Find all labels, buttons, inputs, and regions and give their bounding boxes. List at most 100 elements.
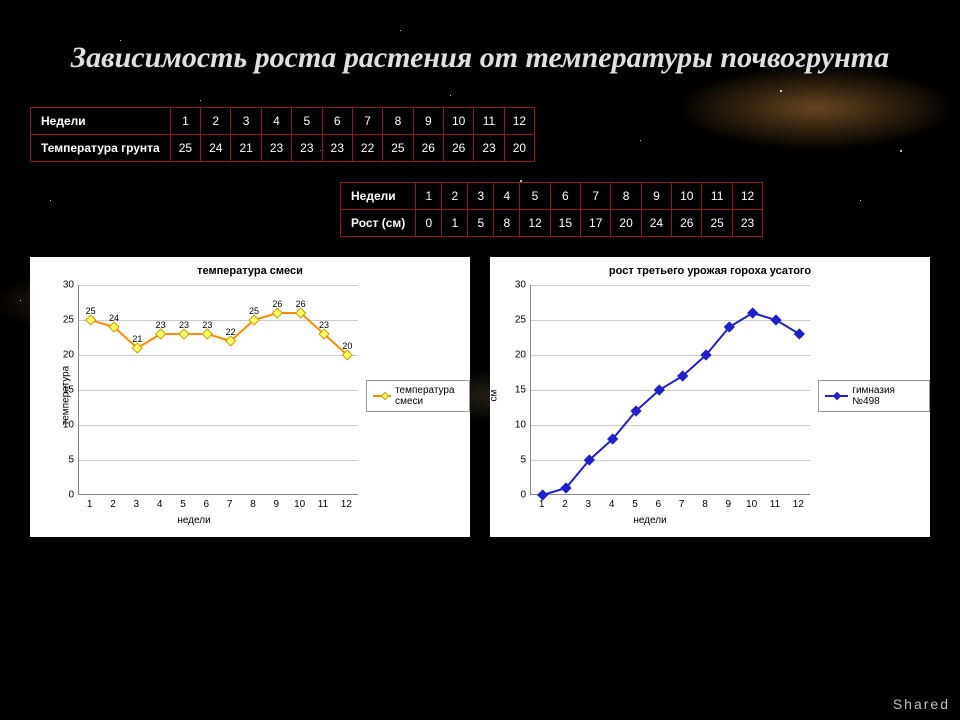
y-axis-title: см (488, 390, 499, 402)
x-tick-label: 3 (134, 499, 140, 510)
x-tick-label: 7 (227, 499, 233, 510)
table-cell: 0 (416, 210, 442, 237)
x-tick-label: 7 (679, 499, 685, 510)
data-point-label: 23 (156, 320, 166, 330)
table-cell: 6 (322, 108, 352, 135)
chart-title: рост третьего урожая гороха усатого (490, 257, 930, 277)
table-growth: Недели123456789101112Рост (см)0158121517… (340, 182, 960, 237)
x-tick-label: 3 (586, 499, 592, 510)
y-tick-label: 30 (506, 280, 526, 291)
table-cell: 24 (201, 135, 231, 162)
data-point-label: 23 (319, 320, 329, 330)
x-tick-label: 4 (157, 499, 163, 510)
x-tick-label: 9 (726, 499, 732, 510)
table-cell: 12 (732, 183, 762, 210)
y-tick-label: 5 (54, 455, 74, 466)
x-tick-label: 10 (746, 499, 757, 510)
table-cell: 8 (494, 210, 520, 237)
table-cell: 20 (504, 135, 534, 162)
table-cell: 2 (442, 183, 468, 210)
chart-temperature: температура смеси25242123232322252626232… (30, 257, 470, 537)
x-tick-label: 1 (539, 499, 545, 510)
y-tick-label: 25 (506, 315, 526, 326)
data-point-label: 26 (272, 299, 282, 309)
table-cell: 7 (581, 183, 611, 210)
data-point-label: 26 (296, 299, 306, 309)
table-cell: 1 (442, 210, 468, 237)
table-cell: 17 (581, 210, 611, 237)
page-title: Зависимость роста растения от температур… (0, 0, 960, 77)
y-tick-label: 30 (54, 280, 74, 291)
x-tick-label: 2 (110, 499, 116, 510)
data-point-label: 24 (109, 313, 119, 323)
data-point-label: 25 (249, 306, 259, 316)
data-point-label: 22 (226, 327, 236, 337)
table-cell: 21 (231, 135, 261, 162)
table-row-label: Рост (см) (341, 210, 416, 237)
x-tick-label: 10 (294, 499, 305, 510)
x-tick-label: 4 (609, 499, 615, 510)
table-cell: 11 (702, 183, 732, 210)
legend-label: гимназия №498 (852, 385, 923, 407)
table-cell: 26 (672, 210, 702, 237)
table-cell: 15 (550, 210, 580, 237)
x-tick-label: 11 (770, 499, 780, 510)
legend-label: температура смеси (395, 385, 463, 407)
x-axis-title: недели (30, 515, 358, 526)
table-cell: 1 (416, 183, 442, 210)
x-tick-label: 8 (702, 499, 708, 510)
table-cell: 6 (550, 183, 580, 210)
table-cell: 26 (443, 135, 473, 162)
y-tick-label: 0 (506, 490, 526, 501)
y-tick-label: 10 (506, 420, 526, 431)
x-tick-label: 9 (274, 499, 280, 510)
table-cell: 24 (641, 210, 671, 237)
table-cell: 26 (413, 135, 443, 162)
table-cell: 23 (474, 135, 504, 162)
chart-legend: гимназия №498 (818, 380, 930, 412)
table-cell: 3 (468, 183, 494, 210)
table-cell: 2 (201, 108, 231, 135)
table-cell: 11 (474, 108, 504, 135)
x-tick-label: 5 (180, 499, 186, 510)
table-cell: 23 (261, 135, 291, 162)
table-temperature: Недели123456789101112Температура грунта2… (30, 107, 960, 162)
table-cell: 10 (672, 183, 702, 210)
table-cell: 5 (292, 108, 322, 135)
table-cell: 25 (170, 135, 200, 162)
data-point-label: 25 (86, 306, 96, 316)
table-cell: 25 (383, 135, 413, 162)
table-cell: 8 (383, 108, 413, 135)
x-tick-label: 5 (632, 499, 638, 510)
data-point-label: 21 (132, 334, 142, 344)
y-tick-label: 20 (506, 350, 526, 361)
x-tick-label: 6 (204, 499, 210, 510)
y-axis-title: температура (60, 366, 71, 426)
table-cell: 20 (611, 210, 641, 237)
table-cell: 12 (504, 108, 534, 135)
x-tick-label: 12 (341, 499, 352, 510)
y-tick-label: 5 (506, 455, 526, 466)
shared-watermark: Shared (893, 696, 950, 712)
y-tick-label: 15 (506, 385, 526, 396)
x-tick-label: 12 (793, 499, 804, 510)
table-cell: 1 (170, 108, 200, 135)
y-tick-label: 25 (54, 315, 74, 326)
data-point-label: 20 (342, 341, 352, 351)
table-cell: 12 (520, 210, 550, 237)
x-tick-label: 8 (250, 499, 256, 510)
x-axis-title: недели (490, 515, 810, 526)
table-cell: 22 (352, 135, 382, 162)
table-cell: 23 (292, 135, 322, 162)
table-cell: 7 (352, 108, 382, 135)
table-cell: 3 (231, 108, 261, 135)
table-cell: 5 (468, 210, 494, 237)
table-cell: 23 (732, 210, 762, 237)
data-point-label: 23 (202, 320, 212, 330)
table-cell: 8 (611, 183, 641, 210)
table-row-label: Недели (31, 108, 171, 135)
table-row-label: Температура грунта (31, 135, 171, 162)
x-tick-label: 2 (562, 499, 568, 510)
x-tick-label: 6 (656, 499, 662, 510)
table-cell: 25 (702, 210, 732, 237)
